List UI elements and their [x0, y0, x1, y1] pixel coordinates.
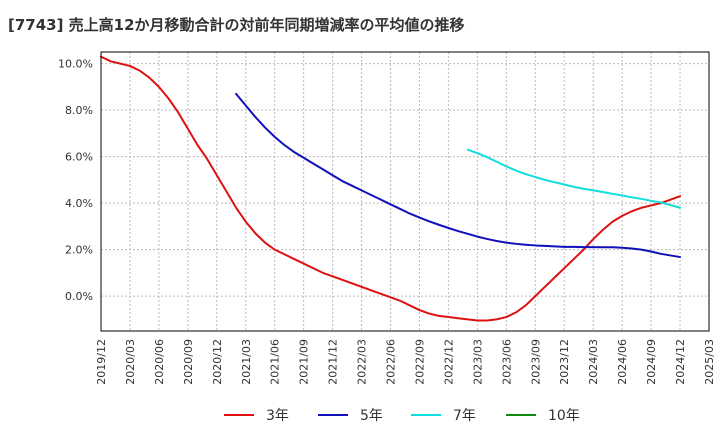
y-tick-label: 0.0% — [65, 290, 93, 303]
x-tick-label: 2020/03 — [124, 339, 137, 385]
y-tick-label: 6.0% — [65, 151, 93, 164]
series-layer — [100, 55, 682, 322]
x-tick-label: 2022/06 — [385, 339, 398, 385]
grid-layer — [101, 52, 709, 331]
x-tick-label: 2020/06 — [153, 339, 166, 385]
x-tick-label: 2020/09 — [182, 339, 195, 385]
x-tick-label: 2021/03 — [240, 339, 253, 385]
x-tick-label: 2022/12 — [442, 339, 455, 385]
legend-label: 10年 — [548, 408, 580, 424]
x-tick-label: 2021/12 — [327, 339, 340, 385]
y-tick-label: 4.0% — [65, 197, 93, 210]
x-tick-label: 2023/06 — [500, 339, 513, 385]
x-tick-label: 2025/03 — [703, 339, 716, 385]
x-tick-label: 2024/12 — [674, 339, 687, 385]
x-tick-label: 2022/03 — [356, 339, 369, 385]
plot-area — [100, 51, 710, 332]
y-tick-label: 8.0% — [65, 104, 93, 117]
x-axis-ticks: 2019/12 2020/03 2020/06 2020/09 2020/12 2021/… — [95, 339, 716, 385]
x-tick-label: 2019/12 — [95, 339, 108, 385]
x-tick-label: 2023/12 — [558, 339, 571, 385]
x-tick-label: 2024/03 — [587, 339, 600, 385]
x-tick-label: 2021/09 — [298, 339, 311, 385]
chart-title: [7743] 売上高12か月移動合計の対前年同期増減率の平均値の推移 — [8, 16, 465, 34]
x-tick-label: 2023/09 — [529, 339, 542, 385]
x-tick-label: 2020/12 — [211, 339, 224, 385]
series-line-2 — [235, 92, 682, 259]
x-tick-label: 2023/03 — [471, 339, 484, 385]
legend-label: 5年 — [360, 408, 383, 424]
x-tick-label: 2024/06 — [616, 339, 629, 385]
legend-label: 7年 — [453, 408, 476, 424]
y-axis-ticks: 10.0% 8.0% 6.0% 4.0% 2.0% 0.0% — [58, 58, 93, 304]
x-tick-label: 2022/09 — [413, 339, 426, 385]
y-tick-label: 2.0% — [65, 244, 93, 257]
x-tick-label: 2021/06 — [269, 339, 282, 385]
series-line-1 — [100, 55, 682, 322]
series-line-3 — [466, 148, 682, 209]
legend-label: 3年 — [266, 408, 289, 424]
y-tick-label: 10.0% — [58, 58, 93, 71]
legend: 3年 5年 7年 10年 — [224, 408, 580, 424]
x-tick-label: 2024/09 — [645, 339, 658, 385]
